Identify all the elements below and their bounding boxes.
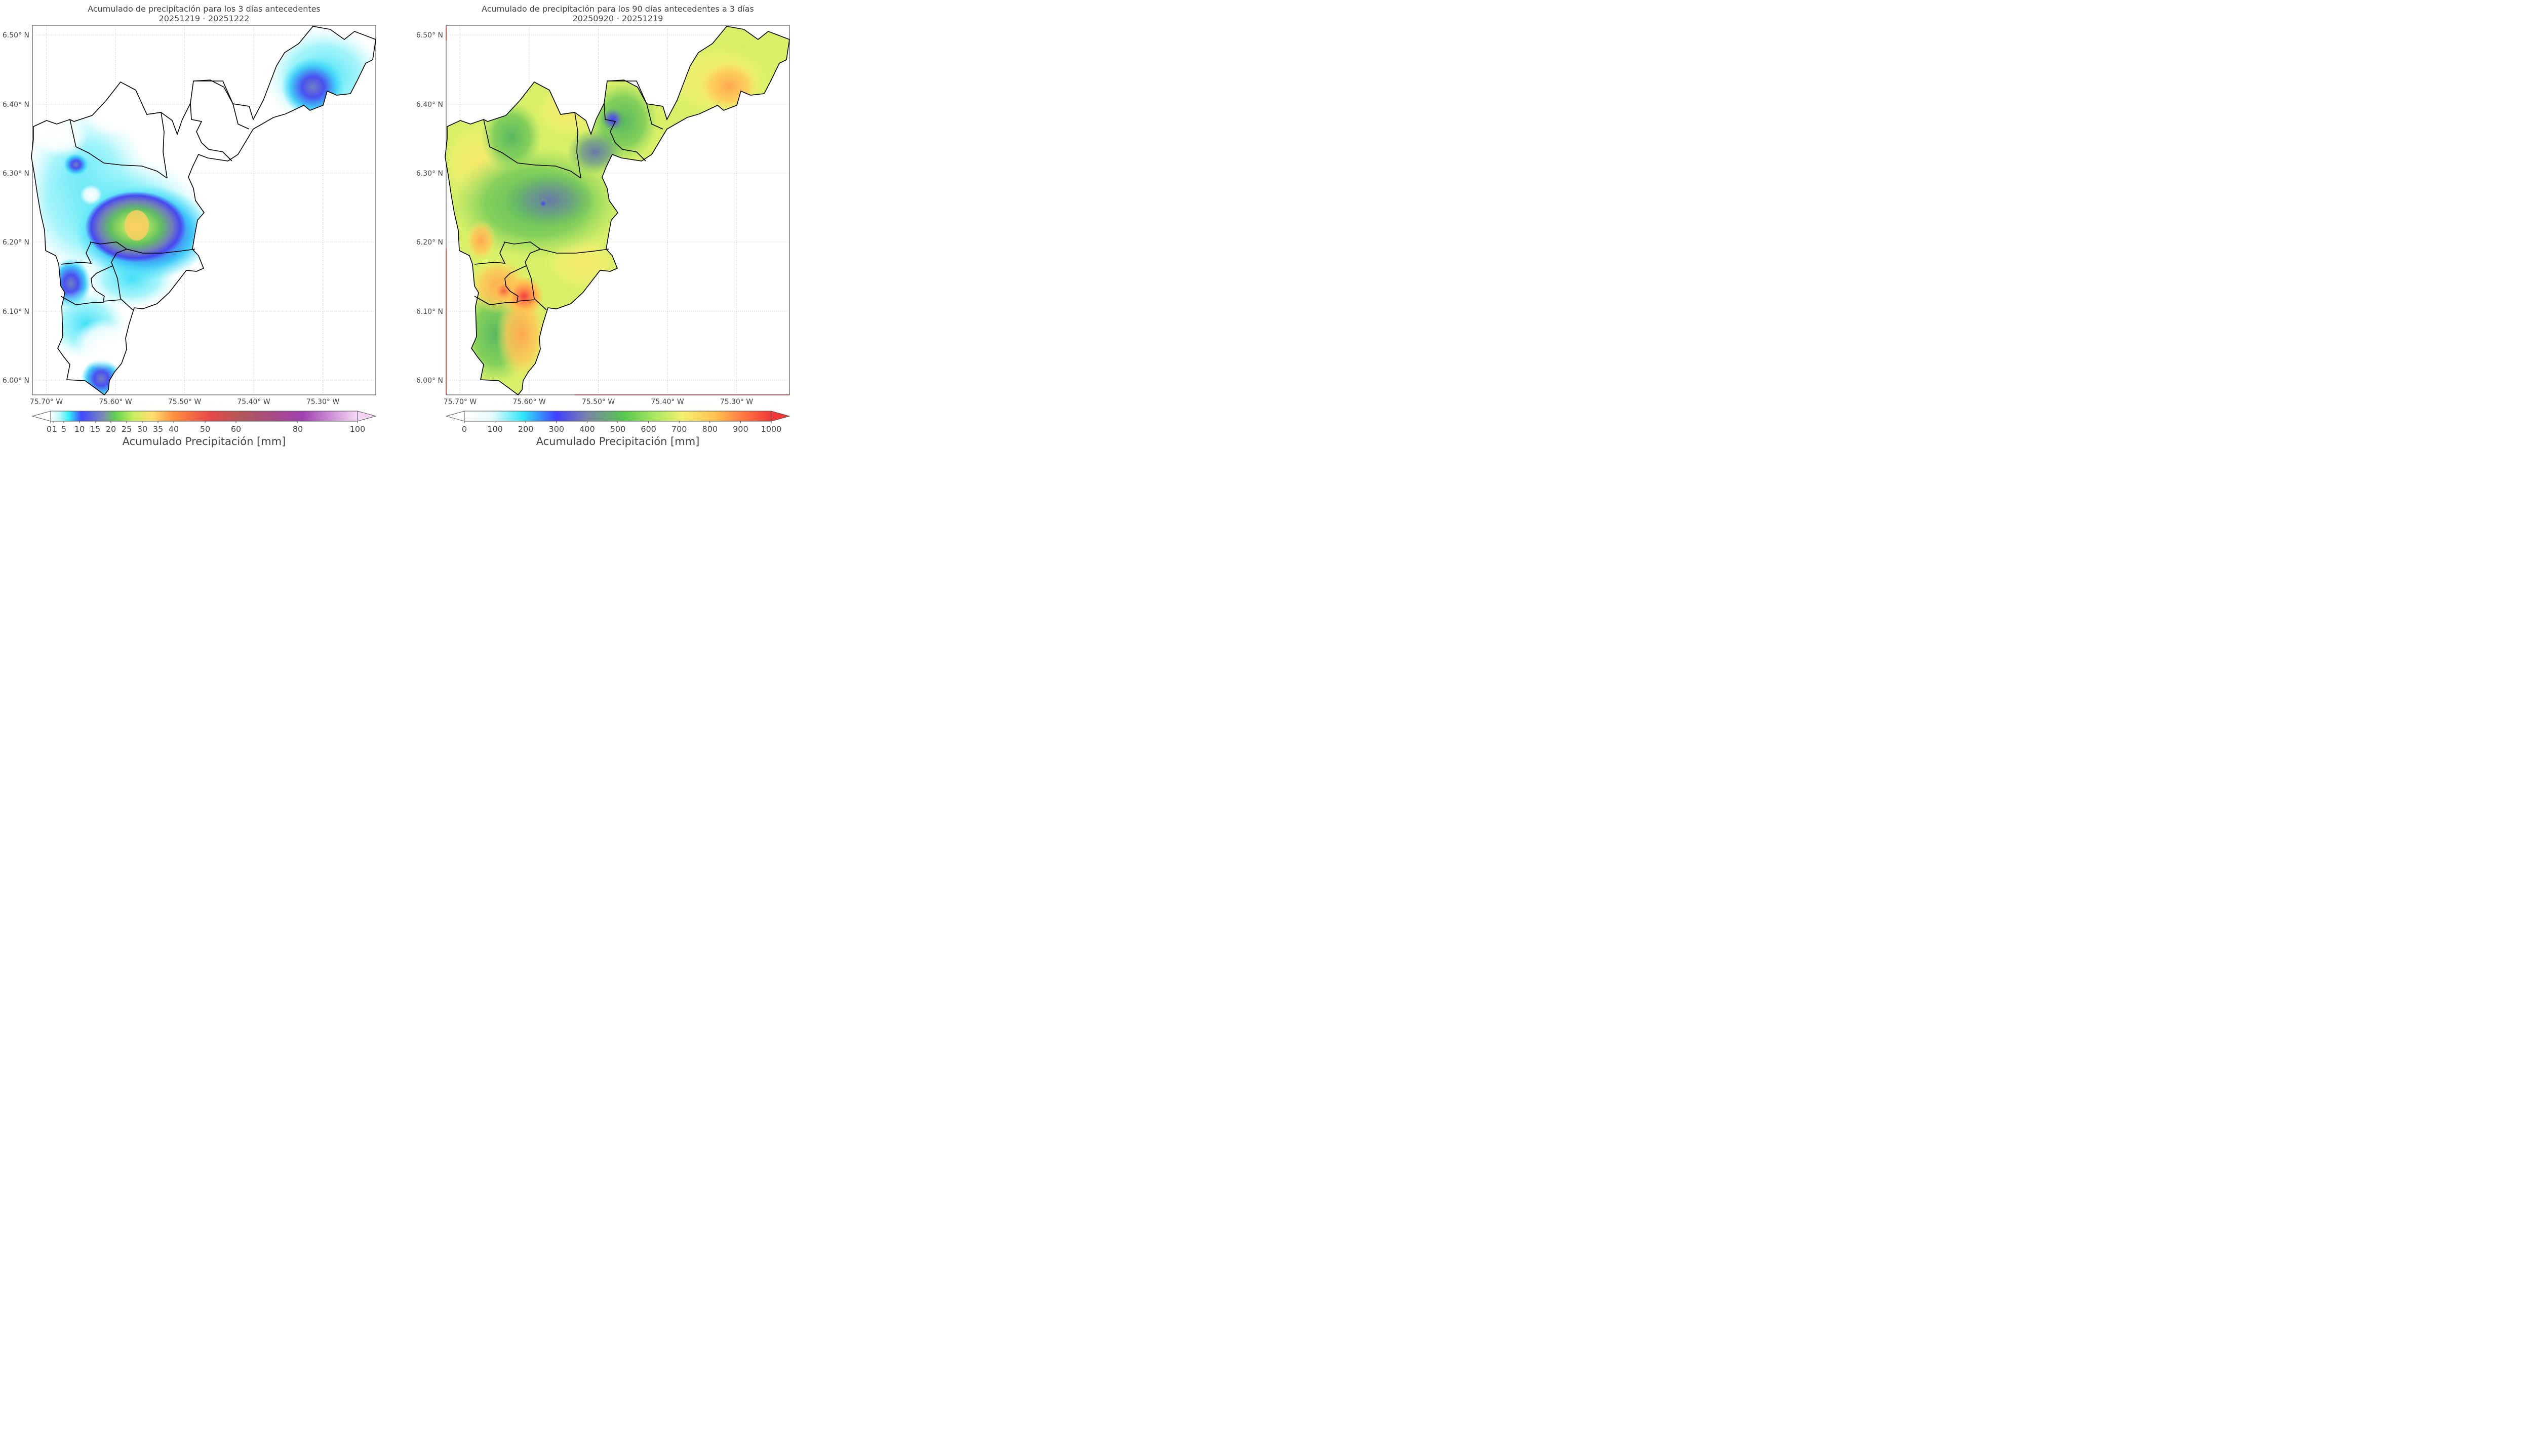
x-tick-label: 75.30° W [720,398,754,406]
x-tick-label: 75.40° W [651,398,684,406]
y-tick-label: 6.00° N [416,377,443,385]
y-tick-label: 6.50° N [416,31,443,39]
y-tick-label: 6.20° N [3,238,29,247]
y-tick-label: 6.50° N [3,31,29,39]
colorbar-tick-label: 0 [47,424,52,434]
chart-panel-90-day: Acumulado de precipitación para los 90 d… [416,4,790,448]
colorbar-label: Acumulado Precipitación [mm] [536,435,700,448]
x-axis-ticks: 75.70° W 75.60° W 75.50° W 75.40° W 75.30° W [30,398,340,406]
x-axis-ticks: 75.70° W 75.60° W 75.50° W 75.40° W 75.30° W [444,398,754,406]
x-tick-label: 75.60° W [512,398,546,406]
x-tick-label: 75.50° W [582,398,615,406]
chart-title-line2: 20250920 - 20251219 [573,14,663,23]
colorbar-tick-label: 80 [293,424,303,434]
colorbar-extend-high [771,411,790,422]
colorbar-tick-label: 40 [169,424,179,434]
colorbar-tick-label: 1 [52,424,57,434]
figure: Acumulado de precipitación para los 3 dí… [3,4,790,448]
municipal-boundaries [31,26,376,395]
colorbar-tick-label: 300 [549,424,565,434]
chart-title-line1: Acumulado de precipitación para los 3 dí… [88,4,321,14]
colorbar-tick-label: 100 [487,424,503,434]
y-tick-label: 6.00° N [3,377,29,385]
chart-panel-3-day: Acumulado de precipitación para los 3 dí… [3,4,377,448]
colorbar-tick-label: 200 [518,424,534,434]
colorbar-extend-low [31,411,51,422]
x-tick-label: 75.50° W [168,398,202,406]
colorbar: 0 100 200 300 400 500 600 700 800 900 1000 Acumula… [445,411,790,448]
colorbar-tick-label: 500 [610,424,626,434]
colorbar-gradient [51,411,358,421]
x-tick-label: 75.60° W [99,398,132,406]
colorbar-tick-label: 400 [579,424,595,434]
y-tick-label: 6.40° N [416,101,443,109]
colorbar-extend-high [357,411,377,422]
colorbar-tick-label: 800 [702,424,718,434]
colorbar-tick-label: 50 [200,424,210,434]
colorbar-tick-label: 700 [671,424,687,434]
colorbar-ticks: 0 100 200 300 400 500 600 700 800 900 1000 [462,421,781,434]
y-tick-label: 6.20° N [416,238,443,247]
chart-title-line1: Acumulado de precipitación para los 90 d… [482,4,754,14]
y-axis-ticks: 6.50° N 6.40° N 6.30° N 6.20° N 6.10° N 6.00°… [3,31,29,385]
y-axis-ticks: 6.50° N 6.40° N 6.30° N 6.20° N 6.10° N 6.00°… [416,31,443,385]
colorbar-tick-label: 60 [231,424,241,434]
colorbar-tick-label: 15 [90,424,100,434]
x-tick-label: 75.40° W [237,398,270,406]
colorbar-tick-label: 1000 [761,424,782,434]
colorbar-ticks: 0 1 5 10 15 20 25 30 35 40 50 60 80 100 [47,421,365,434]
municipal-boundaries [445,26,790,395]
y-tick-label: 6.30° N [3,170,29,178]
x-tick-label: 75.30° W [306,398,340,406]
colorbar-tick-label: 5 [61,424,66,434]
colorbar-tick-label: 25 [122,424,132,434]
colorbar: 0 1 5 10 15 20 25 30 35 40 50 60 80 100 Acumulado Pre… [31,411,377,448]
colorbar-tick-label: 35 [153,424,163,434]
colorbar-tick-label: 900 [733,424,748,434]
chart-title-line2: 20251219 - 20251222 [159,14,250,23]
colorbar-label: Acumulado Precipitación [mm] [123,435,286,448]
y-tick-label: 6.40° N [3,101,29,109]
y-tick-label: 6.10° N [3,308,29,316]
y-tick-label: 6.30° N [416,170,443,178]
colorbar-extend-low [445,411,465,422]
colorbar-gradient [464,411,771,421]
colorbar-tick-label: 600 [641,424,656,434]
y-tick-label: 6.10° N [416,308,443,316]
colorbar-tick-label: 100 [350,424,366,434]
colorbar-tick-label: 20 [106,424,116,434]
colorbar-tick-label: 30 [137,424,147,434]
colorbar-tick-label: 10 [74,424,85,434]
colorbar-tick-label: 0 [462,424,467,434]
x-tick-label: 75.70° W [444,398,477,406]
x-tick-label: 75.70° W [30,398,63,406]
